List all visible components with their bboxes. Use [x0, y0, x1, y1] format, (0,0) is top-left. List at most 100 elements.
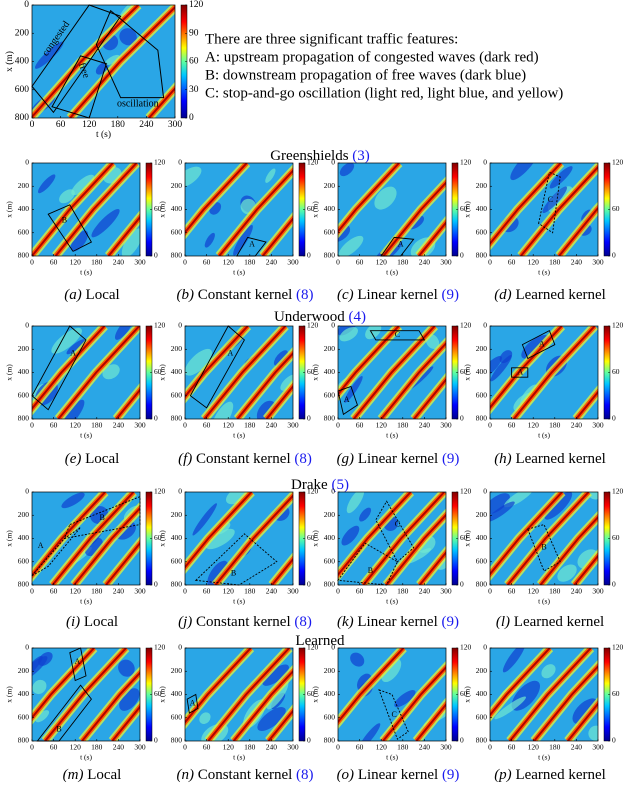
- x-tick-label: 240: [113, 258, 125, 267]
- heatmap-blob: [542, 186, 567, 214]
- y-tick-label: 600: [476, 556, 488, 565]
- y-axis-label: x (m): [5, 530, 14, 547]
- x-tick-label: 0: [336, 743, 340, 752]
- panel-ref: (9): [442, 287, 460, 303]
- x-tick-label: 240: [571, 587, 583, 596]
- colorbar-tick-label: 120: [460, 158, 472, 167]
- heatmap-blob: [66, 339, 85, 355]
- y-tick-label: 0: [25, 487, 29, 496]
- heatmap-band: [111, 705, 140, 741]
- y-tick-label: 800: [171, 414, 183, 423]
- y-tick-label: 0: [178, 643, 182, 652]
- x-tick-label: 180: [244, 587, 256, 596]
- panel-label: Learned kernel: [514, 614, 604, 630]
- colorbar-tick-label: 0: [307, 736, 311, 745]
- heatmap-blob: [490, 355, 512, 382]
- x-tick-label: 300: [440, 421, 452, 430]
- annotation-label: C: [395, 330, 400, 339]
- x-tick-label: 300: [592, 421, 604, 430]
- y-tick-label: 800: [15, 113, 30, 123]
- colorbar-tick-label: 120: [189, 0, 204, 10]
- y-tick-label: 200: [171, 344, 183, 353]
- y-axis-label: x (m): [158, 530, 167, 547]
- annotation-box: [69, 647, 87, 682]
- heatmap-band: [214, 494, 293, 585]
- heatmap: [338, 492, 446, 585]
- x-tick-label: 120: [528, 743, 540, 752]
- x-tick-label: 120: [223, 743, 235, 752]
- x-tick-label: 240: [266, 258, 278, 267]
- y-tick-label: 200: [324, 666, 336, 675]
- annotation-label: A: [190, 699, 196, 708]
- colorbar-tick-label: 0: [307, 580, 311, 589]
- x-tick-label: 60: [203, 258, 211, 267]
- heatmap-blob: [121, 228, 140, 256]
- panel-ref: (9): [442, 614, 460, 630]
- annotation-box: [31, 325, 87, 411]
- heatmap: [338, 163, 446, 256]
- y-axis-label: x (m): [311, 201, 320, 218]
- panel-ref: (8): [296, 767, 314, 783]
- heatmap: [490, 648, 598, 741]
- colorbar-tick-label: 60: [307, 533, 315, 542]
- x-tick-label: 0: [30, 120, 35, 130]
- y-tick-label: 200: [476, 344, 488, 353]
- annotation-label: A: [38, 541, 44, 550]
- heatmap-band: [44, 648, 127, 741]
- x-axis-label: t (s): [538, 268, 550, 277]
- heatmap-blob: [32, 656, 48, 683]
- heatmap-band: [567, 702, 598, 741]
- annotation-box: [378, 689, 409, 740]
- heatmap-band: [54, 163, 138, 256]
- x-tick-label: 180: [397, 258, 409, 267]
- row-title-name: Underwood: [274, 309, 345, 325]
- heatmap: [490, 326, 598, 419]
- heatmap-band: [32, 5, 139, 118]
- annotation-box: [369, 330, 426, 341]
- y-tick-label: 600: [476, 390, 488, 399]
- heatmap-blob: [502, 648, 526, 673]
- row-title-name: Drake: [291, 477, 328, 493]
- annotation-box: [51, 55, 107, 119]
- y-tick-label: 600: [18, 712, 30, 721]
- heatmap: [32, 326, 140, 419]
- y-tick-label: 0: [483, 158, 487, 167]
- y-tick-label: 800: [171, 736, 183, 745]
- heatmap-blob: [359, 507, 372, 522]
- panel-caption: (n) Constant kernel (8): [176, 767, 313, 783]
- x-tick-label: 60: [356, 421, 364, 430]
- heatmap-band: [558, 206, 598, 256]
- y-tick-label: 0: [178, 158, 182, 167]
- annotation-label: C: [391, 710, 396, 719]
- x-tick-label: 180: [244, 421, 256, 430]
- row-title-ref: (4): [349, 309, 367, 325]
- x-tick-label: 60: [203, 587, 211, 596]
- x-tick-label: 60: [203, 743, 211, 752]
- heatmap-band: [185, 648, 252, 724]
- x-tick-label: 300: [134, 421, 146, 430]
- heatmap-blob: [204, 232, 215, 248]
- panel-label: Local: [86, 287, 120, 303]
- heatmap-band: [32, 648, 95, 720]
- heatmap-band: [338, 492, 412, 577]
- colorbar-tick-label: 120: [460, 321, 472, 330]
- x-tick-label: 240: [113, 421, 125, 430]
- y-tick-label: 200: [476, 666, 488, 675]
- annotation-label: A: [70, 349, 76, 358]
- x-tick-label: 180: [397, 587, 409, 596]
- heatmap-band: [51, 492, 135, 585]
- heatmap: [185, 163, 293, 256]
- x-tick-label: 0: [30, 743, 34, 752]
- heatmap-band: [382, 665, 446, 741]
- heatmap-blob: [102, 364, 120, 380]
- panel-tag: (n): [176, 767, 194, 783]
- heatmap-blob: [51, 327, 82, 354]
- colorbar-tick-label: 120: [154, 321, 166, 330]
- heatmap: [338, 326, 446, 419]
- colorbar-tick-label: 120: [307, 158, 319, 167]
- y-tick-label: 600: [18, 390, 30, 399]
- annotation-box: [31, 4, 122, 114]
- annotation-label: C: [548, 195, 553, 204]
- heatmap-band: [506, 492, 590, 585]
